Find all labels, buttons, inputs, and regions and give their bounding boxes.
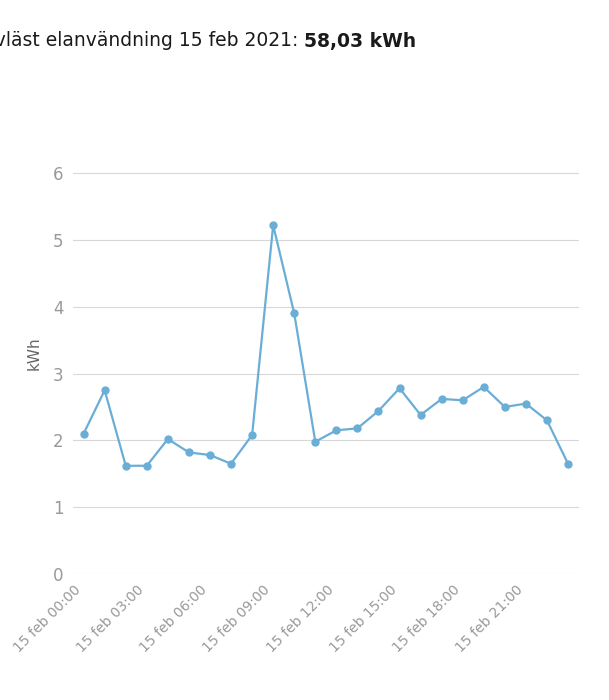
Text: 58,03 kWh: 58,03 kWh [304, 32, 417, 50]
Text: Avläst elanvändning 15 feb 2021:: Avläst elanvändning 15 feb 2021: [0, 32, 304, 50]
Legend: Avläst 15 feb 2021: Avläst 15 feb 2021 [233, 694, 419, 700]
Y-axis label: kWh: kWh [27, 337, 41, 370]
Text: Avläst elanvändning 15 feb 2021: 58,03 kWh: Avläst elanvändning 15 feb 2021: 58,03 k… [93, 32, 516, 50]
